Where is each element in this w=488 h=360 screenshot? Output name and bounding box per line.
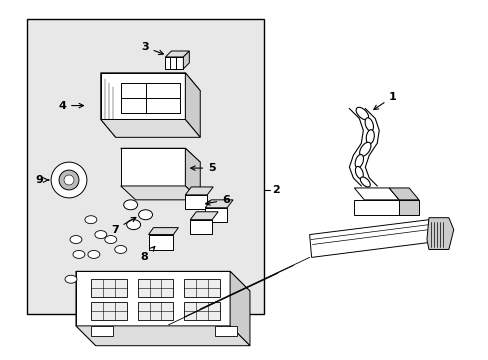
Text: 6: 6 (205, 195, 229, 205)
Polygon shape (101, 73, 116, 137)
Polygon shape (101, 73, 185, 120)
Polygon shape (91, 326, 113, 336)
Polygon shape (215, 326, 237, 336)
Polygon shape (165, 51, 189, 57)
Ellipse shape (365, 118, 373, 131)
Ellipse shape (366, 130, 373, 144)
Polygon shape (354, 200, 398, 215)
Polygon shape (148, 235, 173, 251)
Ellipse shape (73, 251, 85, 258)
Ellipse shape (104, 235, 117, 243)
Polygon shape (309, 220, 433, 257)
Polygon shape (185, 187, 213, 195)
Ellipse shape (138, 210, 152, 220)
Text: 8: 8 (141, 247, 155, 262)
Polygon shape (165, 57, 183, 69)
Text: 7: 7 (111, 217, 136, 235)
Polygon shape (137, 302, 173, 320)
Polygon shape (121, 148, 200, 162)
Polygon shape (426, 218, 453, 249)
Polygon shape (148, 228, 178, 235)
Polygon shape (388, 188, 418, 200)
Ellipse shape (123, 200, 137, 210)
Circle shape (59, 170, 79, 190)
Text: 5: 5 (190, 163, 215, 173)
Ellipse shape (354, 154, 363, 168)
Polygon shape (205, 200, 233, 208)
Ellipse shape (70, 235, 82, 243)
Polygon shape (121, 186, 200, 200)
Ellipse shape (355, 107, 368, 120)
Text: 1: 1 (373, 92, 396, 109)
Text: 4: 4 (58, 100, 83, 111)
Polygon shape (137, 279, 173, 297)
Circle shape (51, 162, 87, 198)
Ellipse shape (65, 275, 77, 283)
Polygon shape (184, 279, 220, 297)
Polygon shape (76, 271, 230, 326)
Polygon shape (398, 200, 418, 215)
Polygon shape (184, 302, 220, 320)
Polygon shape (185, 148, 200, 200)
Polygon shape (76, 271, 96, 346)
Ellipse shape (359, 142, 370, 156)
Circle shape (64, 175, 74, 185)
Bar (27, 19, 264, 314)
Polygon shape (190, 220, 212, 234)
Ellipse shape (115, 246, 126, 253)
Polygon shape (101, 120, 200, 137)
Polygon shape (185, 195, 207, 209)
Polygon shape (121, 148, 185, 186)
Ellipse shape (360, 177, 369, 187)
Polygon shape (183, 51, 189, 69)
Ellipse shape (355, 166, 363, 179)
Polygon shape (91, 279, 126, 297)
Ellipse shape (95, 231, 106, 239)
Text: 9: 9 (35, 175, 49, 185)
Ellipse shape (88, 251, 100, 258)
Polygon shape (354, 188, 398, 200)
Polygon shape (76, 326, 249, 346)
Polygon shape (101, 73, 200, 91)
Polygon shape (190, 212, 218, 220)
Ellipse shape (126, 220, 141, 230)
Ellipse shape (85, 216, 97, 224)
Polygon shape (205, 208, 226, 222)
Polygon shape (91, 302, 126, 320)
Polygon shape (230, 271, 249, 346)
Text: 3: 3 (141, 42, 163, 55)
Polygon shape (76, 271, 249, 291)
Text: 2: 2 (271, 185, 279, 195)
Polygon shape (185, 73, 200, 137)
